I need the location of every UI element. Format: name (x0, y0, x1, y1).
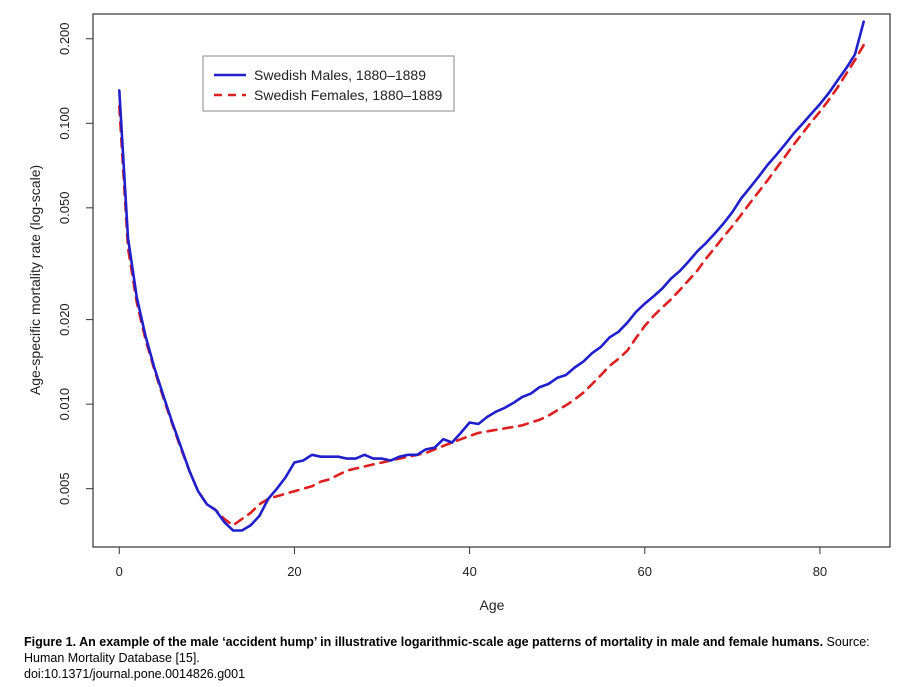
y-tick-label-1: 0.010 (57, 388, 72, 421)
figure-caption: Figure 1. An example of the male ‘accide… (24, 634, 896, 682)
y-tick-label-5: 0.200 (57, 22, 72, 55)
mortality-chart: 0 20 40 60 80 0.005 0.010 0.020 0.050 0.100 0.200… (27, 13, 891, 613)
x-axis: 0 20 40 60 80 (116, 547, 827, 579)
caption-source: Source: Human Mortality Database [15]. (24, 635, 870, 665)
x-tick-label-60: 60 (638, 564, 652, 579)
y-tick-label-4: 0.100 (57, 107, 72, 140)
series-line-males (118, 20, 866, 532)
caption-title: Figure 1. An example of the male ‘accide… (24, 635, 824, 649)
legend-box (202, 55, 455, 112)
legend-label-males: Swedish Males, 1880–1889 (254, 67, 426, 83)
plot-frame (92, 13, 891, 548)
series-line-females (118, 43, 866, 527)
x-tick-label-20: 20 (287, 564, 301, 579)
y-axis-title: Age-specific mortality rate (log-scale) (27, 165, 43, 395)
x-tick-label-80: 80 (813, 564, 827, 579)
y-axis: 0.005 0.010 0.020 0.050 0.100 0.200 (57, 22, 93, 505)
x-tick-label-0: 0 (116, 564, 123, 579)
legend-label-females: Swedish Females, 1880–1889 (254, 87, 443, 103)
legend: Swedish Males, 1880–1889 Swedish Females… (202, 55, 455, 112)
x-tick-label-40: 40 (462, 564, 476, 579)
y-tick-label-3: 0.050 (57, 192, 72, 225)
caption-doi[interactable]: doi:10.1371/journal.pone.0014826.g001 (24, 667, 246, 681)
y-tick-label-0: 0.005 (57, 472, 72, 505)
series-layer (118, 20, 866, 532)
x-axis-title: Age (480, 597, 505, 613)
y-tick-label-2: 0.020 (57, 303, 72, 336)
